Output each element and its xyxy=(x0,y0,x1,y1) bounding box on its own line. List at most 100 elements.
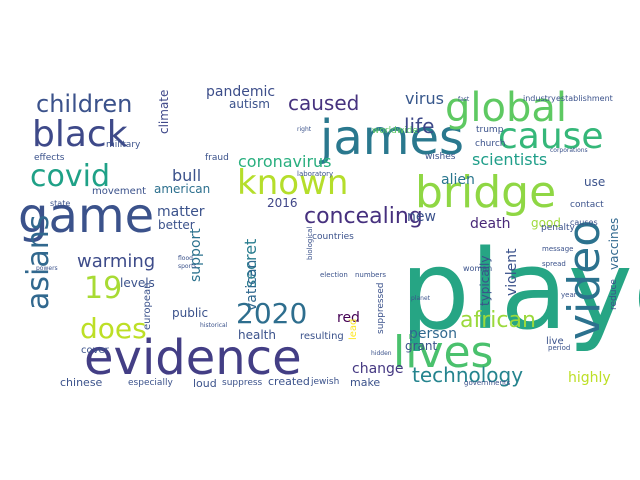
word-woman: woman xyxy=(463,264,492,273)
word-life: life xyxy=(404,114,434,138)
word-wishes: wishes xyxy=(425,152,456,162)
word-children: children xyxy=(36,90,132,118)
word-establishment: establishment xyxy=(556,94,613,103)
word-public: public xyxy=(172,306,208,320)
word-year: year xyxy=(561,291,577,299)
word-state: state xyxy=(50,199,70,208)
word-use: use xyxy=(584,175,605,189)
word-matter: matter xyxy=(157,204,205,220)
word-person: person xyxy=(409,326,457,342)
word-fast: fast xyxy=(458,96,470,103)
word-2020: 2020 xyxy=(236,297,307,330)
word-loud: loud xyxy=(193,377,217,390)
word-lives: lives xyxy=(393,327,493,378)
word-flood: flood xyxy=(178,255,193,262)
word-typically: typically xyxy=(478,256,492,306)
word-grant: grant xyxy=(405,339,438,353)
word-suppress: suppress xyxy=(222,378,263,388)
word-james: james xyxy=(319,110,464,166)
word-health: health xyxy=(238,328,276,342)
word-vaccines: vaccines xyxy=(607,218,621,270)
word-virus: virus xyxy=(405,89,444,108)
word-worldwide: worldwide xyxy=(372,126,418,136)
word-19: 19 xyxy=(84,271,122,306)
word-hidden: hidden xyxy=(371,350,392,357)
word-coronavirus: coronavirus xyxy=(238,152,332,171)
word-warming: warming xyxy=(77,251,155,272)
word-created: created xyxy=(268,375,310,388)
word-especially: especially xyxy=(128,378,173,388)
word-chinese: chinese xyxy=(60,376,103,389)
word-governments: governments xyxy=(464,379,511,387)
word-effects: effects xyxy=(34,153,65,163)
word-game: game xyxy=(18,188,154,244)
word-fraud: fraud xyxy=(205,153,229,163)
word-spread: spread xyxy=(542,260,566,268)
word-technology: technology xyxy=(412,363,523,387)
word-reduce: reduce xyxy=(609,279,619,310)
word-american: american xyxy=(154,182,210,196)
word-death: death xyxy=(470,216,510,232)
word-contact: contact xyxy=(570,200,604,210)
word-violent: violent xyxy=(504,248,520,296)
word-alien: alien xyxy=(441,172,475,188)
word-good: good xyxy=(531,216,561,230)
word-period: period xyxy=(548,344,570,352)
word-covid: covid xyxy=(30,159,110,194)
word-numbers: numbers xyxy=(355,271,386,279)
word-penalty: penalty xyxy=(541,223,575,233)
word-change: change xyxy=(352,361,404,377)
word-black: black xyxy=(32,114,128,155)
word-cause: cause xyxy=(498,116,604,157)
word-laboratory: laboratory xyxy=(297,170,333,178)
word-corporations: corporations xyxy=(550,147,588,154)
word-jewish: jewish xyxy=(310,377,339,387)
word-player: player xyxy=(400,226,640,354)
word-sports: sports xyxy=(178,263,197,270)
word-movement: movement xyxy=(92,186,146,197)
word-planet: planet xyxy=(411,295,431,302)
word-live: live xyxy=(546,336,564,347)
word-pandemic: pandemic xyxy=(206,84,275,100)
word-new: new xyxy=(407,209,436,225)
word-video: video xyxy=(559,220,610,340)
word-right: right xyxy=(297,126,312,133)
word-levels: levels xyxy=(120,276,155,290)
word-biological: biological xyxy=(306,227,314,260)
word-red: red xyxy=(337,310,360,326)
word-powers: powers xyxy=(36,265,58,272)
word-message: message xyxy=(542,245,573,253)
word-highly: highly xyxy=(568,370,611,386)
word-military: military xyxy=(106,140,141,150)
word-election: election xyxy=(320,271,348,279)
word-asians: asians xyxy=(21,215,56,310)
word-caused: caused xyxy=(288,91,359,115)
word-bridge: bridge xyxy=(415,167,556,218)
word-2016: 2016 xyxy=(267,196,298,210)
word-known: known xyxy=(237,163,348,203)
word-concealing: concealing xyxy=(304,204,423,229)
word-global: global xyxy=(445,85,567,131)
word-historical: historical xyxy=(200,322,228,329)
word-lead: lead xyxy=(348,319,359,340)
word-resulting: resulting xyxy=(300,331,344,342)
word-climate: climate xyxy=(157,90,171,134)
word-autism: autism xyxy=(229,97,270,111)
word-better: better xyxy=(158,218,195,232)
word-suppressed: suppressed xyxy=(376,283,386,335)
word-secret: secret xyxy=(241,239,260,288)
word-trump: trump xyxy=(476,125,504,135)
word-causes: causes xyxy=(570,218,598,227)
word-make: make xyxy=(350,376,380,389)
word-bull: bull xyxy=(172,166,201,185)
word-does: does xyxy=(80,312,147,345)
word-vatican: vatican xyxy=(244,260,260,311)
word-support: support xyxy=(188,228,204,282)
word-european: european xyxy=(142,283,153,330)
word-scientists: scientists xyxy=(472,150,547,169)
word-countries: countries xyxy=(312,232,354,242)
word-industry: industry xyxy=(523,94,556,103)
word-evidence: evidence xyxy=(84,330,302,386)
word-african: african xyxy=(460,308,536,333)
